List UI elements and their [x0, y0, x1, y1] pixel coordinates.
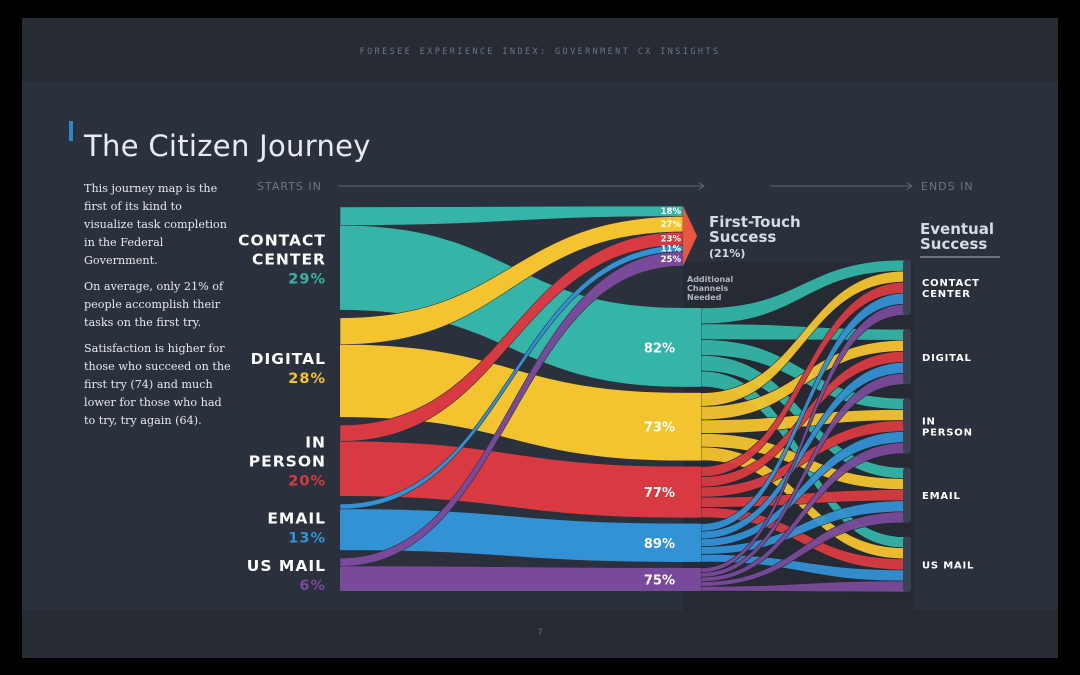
destination-name-label: IN — [922, 417, 936, 428]
first-touch-value-label: 11% — [661, 244, 682, 254]
channel-flow — [700, 442, 906, 583]
channel-flow — [700, 580, 906, 593]
additional-flow-end — [682, 567, 701, 591]
first-touch-value-label: 18% — [661, 207, 682, 217]
channel-flows — [700, 259, 911, 593]
additional-value-label: 73% — [644, 421, 675, 436]
header-title: FORESEE EXPERIENCE INDEX: GOVERNMENT CX … — [359, 47, 721, 57]
first-touch-value-label: 23% — [661, 235, 682, 245]
additional-flow-end — [682, 466, 701, 518]
source-flows — [339, 205, 701, 591]
source-share-label: 6% — [299, 578, 326, 594]
starts-in-label: STARTS IN — [257, 180, 322, 193]
additional-flow — [340, 344, 683, 461]
page-number: 7 — [537, 628, 543, 638]
destination-name-label: CENTER — [922, 289, 971, 300]
source-share-label: 20% — [288, 474, 326, 490]
source-name-label: PERSON — [249, 453, 326, 471]
destination-name-label: US MAIL — [922, 560, 974, 571]
first-touch-value-label: 27% — [661, 220, 682, 230]
additional-value-label: 75% — [644, 573, 675, 588]
destination-name-label: DIGITAL — [922, 353, 972, 364]
additional-flow-end — [682, 392, 701, 461]
source-name-label: CENTER — [252, 250, 326, 268]
additional-flow-end — [682, 523, 701, 562]
eventual-success-title: Eventual — [920, 220, 994, 238]
source-name-label: EMAIL — [267, 510, 326, 528]
additional-flow — [340, 441, 683, 518]
destination-cap — [903, 398, 911, 454]
additional-channels-label: Additional — [687, 275, 734, 284]
first-touch-arrow — [683, 206, 697, 266]
first-touch-title: First-Touch — [709, 213, 801, 231]
source-name-label: US MAIL — [247, 557, 326, 575]
first-touch-value-label: 25% — [661, 255, 682, 265]
first-touch-title: Success — [709, 228, 776, 246]
additional-flow — [340, 566, 683, 591]
ends-in-label: ENDS IN — [921, 180, 974, 193]
destination-name-label: CONTACT — [922, 278, 980, 289]
additional-value-label: 89% — [644, 537, 675, 552]
source-share-label: 13% — [288, 531, 326, 547]
destination-cap — [903, 467, 911, 523]
source-share-label: 29% — [288, 271, 326, 287]
description-paragraph: This journey map is the first of its kin… — [84, 182, 227, 267]
additional-flow — [340, 225, 683, 387]
eventual-success-title: Success — [920, 235, 987, 253]
destination-cap — [903, 329, 911, 385]
additional-flow-end — [682, 308, 701, 387]
description-paragraph: Satisfaction is higher for those who suc… — [84, 342, 231, 427]
description-paragraph: On average, only 21% of people accomplis… — [84, 280, 224, 329]
additional-value-label: 82% — [644, 341, 675, 356]
source-name-label: DIGITAL — [251, 350, 326, 368]
destination-name-label: EMAIL — [922, 491, 961, 502]
source-share-label: 28% — [288, 371, 326, 387]
additional-value-label: 77% — [644, 486, 675, 501]
additional-channels-label: Needed — [687, 293, 722, 302]
destination-cap — [903, 536, 911, 592]
first-touch-percent: (21%) — [709, 247, 745, 260]
channel-flow — [700, 511, 906, 587]
destination-cap — [903, 260, 911, 316]
source-name-label: CONTACT — [238, 231, 326, 249]
description: This journey map is the first of its kin… — [84, 180, 232, 438]
channel-flow — [700, 303, 906, 573]
page-title: The Citizen Journey — [84, 129, 371, 164]
chart-labels: STARTS IN ENDS INCONTACTCENTER29%18%82%DI… — [238, 180, 1000, 594]
title-accent-bar — [69, 121, 73, 141]
additional-channels-label: Channels — [687, 284, 729, 293]
footer-band — [22, 610, 1058, 658]
destination-name-label: PERSON — [922, 428, 973, 439]
source-name-label: IN — [305, 434, 326, 452]
additional-flow — [340, 509, 683, 562]
header-band — [22, 18, 1058, 82]
